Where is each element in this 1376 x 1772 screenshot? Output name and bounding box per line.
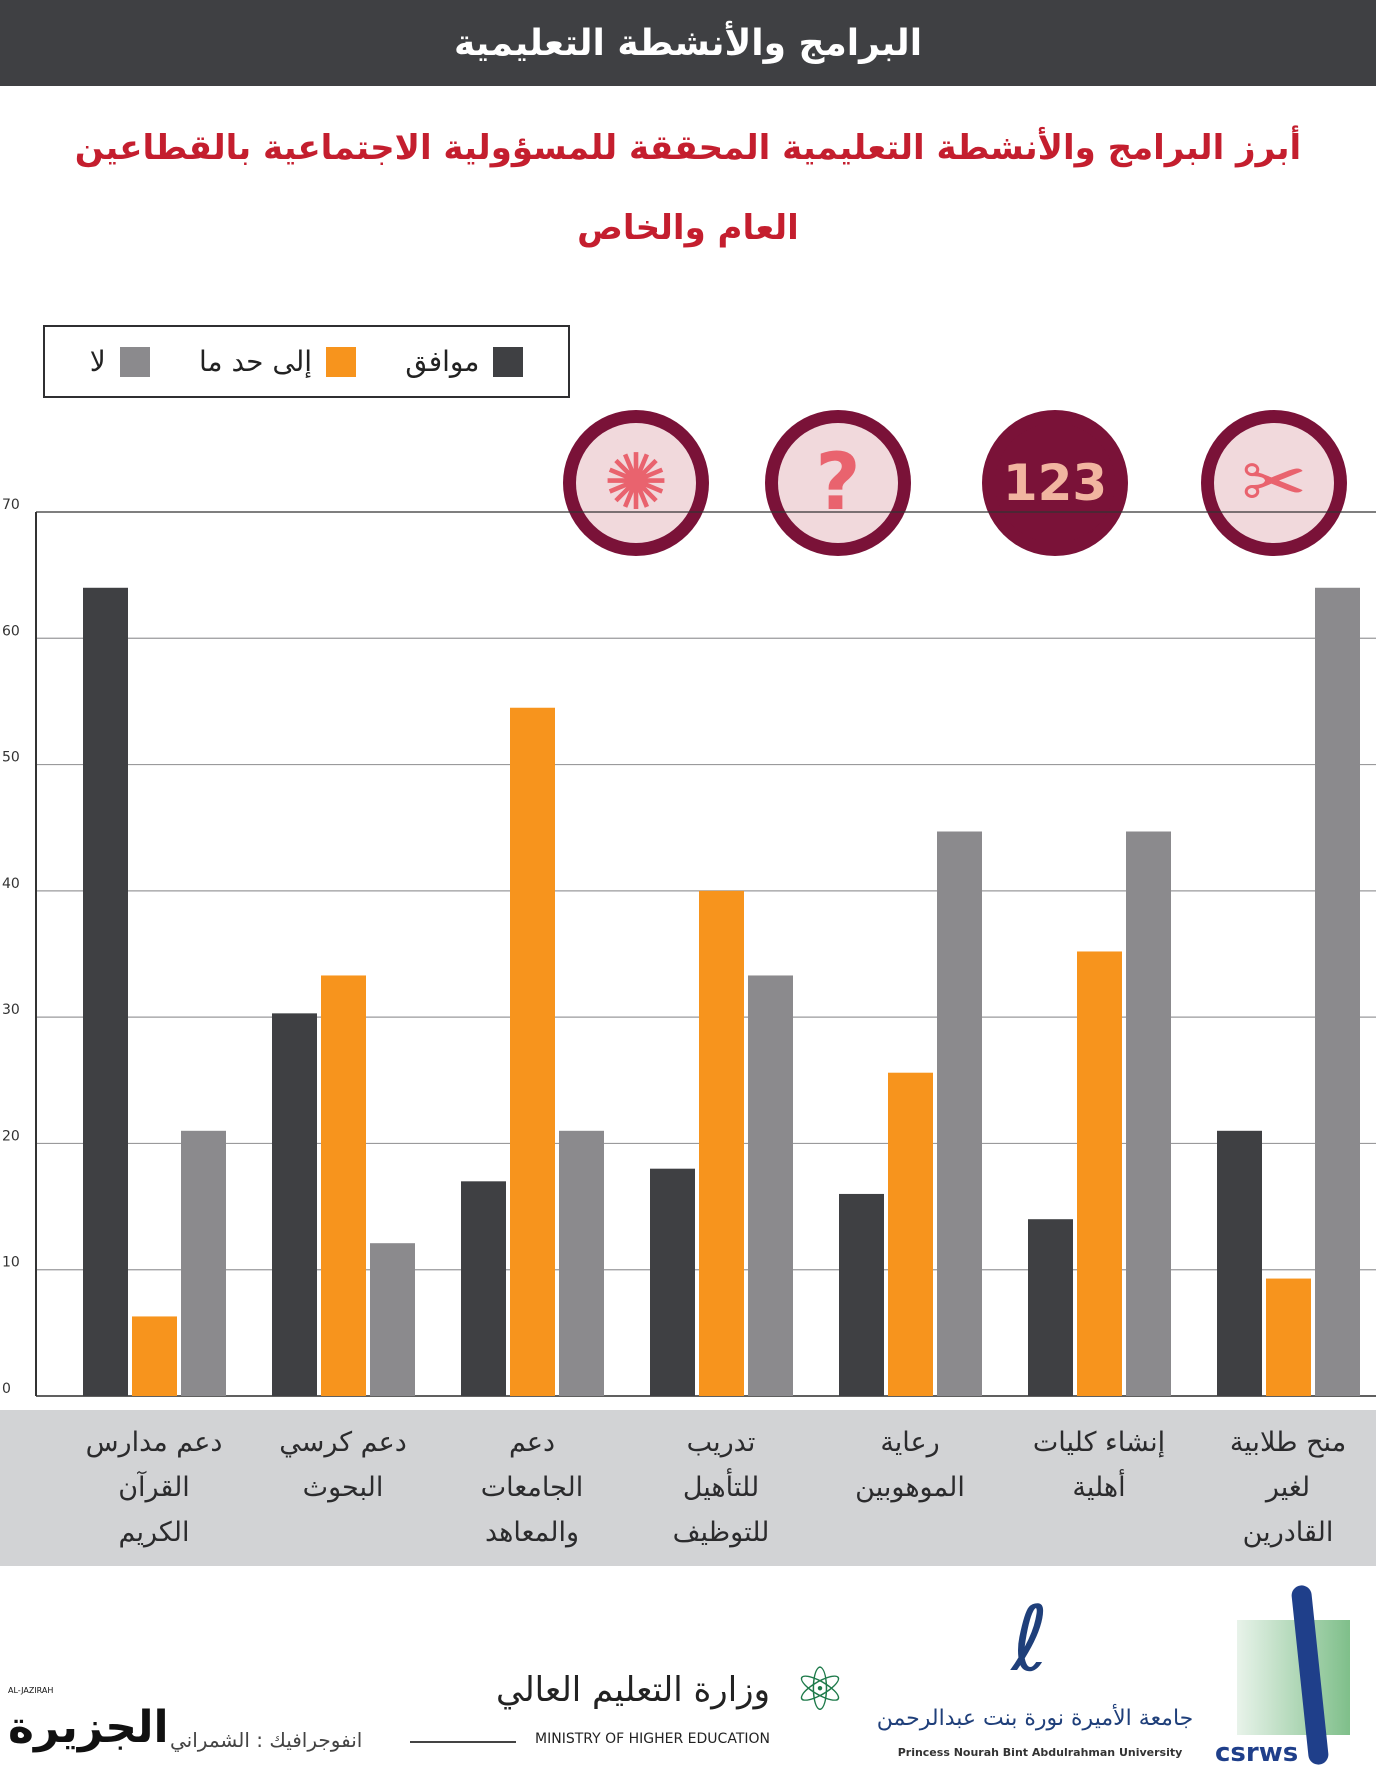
bar <box>132 1316 177 1396</box>
x-tick-label-line: الكريم <box>118 1517 190 1548</box>
csrws-logo-bg <box>1237 1620 1350 1735</box>
scissors-pencil-icon: ✂ <box>1201 410 1347 556</box>
bar <box>1126 831 1171 1396</box>
legend-swatch <box>493 346 524 377</box>
x-tick-label: دعم الجامعات والمعاهد <box>442 1420 622 1555</box>
pnu-emblem-icon: ℓ <box>1011 1587 1049 1692</box>
y-tick-label: 0 <box>2 1381 11 1397</box>
bar <box>83 587 128 1396</box>
x-tick-label: دعم كرسي البحوث <box>253 1420 433 1510</box>
x-tick-label-line: والمعاهد <box>484 1517 580 1548</box>
x-tick-label-line: الجامعات <box>480 1472 584 1503</box>
brain-icon: ✺ <box>563 410 709 556</box>
ministry-logo-en: MINISTRY OF HIGHER EDUCATION <box>535 1731 770 1747</box>
bar <box>181 1130 226 1396</box>
category-band <box>0 1410 1376 1566</box>
bar <box>937 831 982 1396</box>
divider <box>410 1741 516 1743</box>
bar <box>272 1013 317 1396</box>
y-tick-label: 10 <box>2 1255 20 1271</box>
bar <box>370 1243 415 1396</box>
legend-swatch <box>119 346 150 377</box>
x-tick-label-line: القرآن <box>118 1472 190 1503</box>
x-tick-label-line: الموهوبين <box>855 1472 965 1503</box>
x-tick-label-line: دعم <box>508 1427 556 1458</box>
y-tick-label: 50 <box>2 750 20 766</box>
x-tick-label: إنشاء كليات أهلية <box>1009 1420 1189 1510</box>
x-tick-label-line: القادرين <box>1242 1517 1334 1548</box>
bar <box>888 1072 933 1396</box>
bar <box>559 1130 604 1396</box>
x-tick-label-line: البحوث <box>302 1472 384 1503</box>
legend: موافق إلى حد ما لا <box>43 325 570 398</box>
x-tick-label-line: تدريب <box>686 1427 756 1458</box>
header-bar: البرامج والأنشطة التعليمية <box>0 0 1376 86</box>
x-tick-label-line: دعم كرسي <box>279 1427 407 1458</box>
legend-label: موافق <box>405 345 480 378</box>
x-tick-label-line: للتوظيف <box>672 1517 770 1548</box>
bar <box>1217 1130 1262 1396</box>
chart-subtitle-line2: العام والخاص <box>577 208 799 248</box>
x-tick-label-line: منح طلابية <box>1229 1427 1347 1458</box>
x-tick-label: تدريب للتأهيل للتوظيف <box>631 1420 811 1555</box>
y-tick-label: 40 <box>2 876 20 892</box>
legend-item-agree: موافق <box>405 345 524 378</box>
pnu-logo-en: Princess Nourah Bint Abdulrahman Univers… <box>897 1746 1183 1759</box>
y-tick-label: 20 <box>2 1128 20 1144</box>
y-tick-label: 70 <box>2 497 20 513</box>
aljazirah-logo-text: الجزيرة <box>8 1702 169 1753</box>
aljazirah-logo-en: AL-JAZIRAH <box>8 1686 54 1695</box>
legend-label: لا <box>89 345 106 378</box>
bar-chart: 0 10 20 30 40 50 60 70 <box>2 497 1376 1397</box>
x-tick-label-line: لغير <box>1265 1472 1311 1503</box>
bar <box>1077 951 1122 1396</box>
legend-swatch <box>326 346 356 377</box>
x-tick-label-line: رعاية <box>880 1427 940 1458</box>
bar <box>839 1193 884 1396</box>
ministry-logo-ar: وزارة التعليم العالي <box>495 1670 770 1710</box>
pnu-logo-ar: جامعة الأميرة نورة بنت عبدالرحمن <box>876 1706 1194 1731</box>
x-tick-label: منح طلابية لغير القادرين <box>1198 1420 1376 1555</box>
aljazirah-logo: الجزيرة <box>8 1702 169 1754</box>
x-tick-label: دعم مدارس القرآن الكريم <box>64 1420 244 1555</box>
bar <box>650 1168 695 1396</box>
header-title: البرامج والأنشطة التعليمية <box>453 22 923 64</box>
legend-item-no: لا <box>90 345 150 378</box>
bar <box>321 975 366 1396</box>
bar <box>1266 1278 1311 1396</box>
bar <box>1028 1219 1073 1396</box>
bar <box>748 975 793 1396</box>
ministry-emblem-icon: ⚛ <box>793 1655 847 1725</box>
steps-icon: 123 <box>982 410 1128 556</box>
chart-subtitle-line1: أبرز البرامج والأنشطة التعليمية المحققة … <box>74 128 1302 168</box>
x-tick-label-line: دعم مدارس <box>85 1427 223 1458</box>
y-tick-label: 30 <box>2 1002 20 1018</box>
csrws-logo-text: csrws <box>1215 1738 1299 1768</box>
infographic-credit: انفوجرافيك : الشمراني <box>170 1728 363 1752</box>
legend-label: إلى حد ما <box>199 345 312 378</box>
y-tick-label: 60 <box>2 623 20 639</box>
question-mark-icon: ? <box>765 410 911 556</box>
bar <box>1315 587 1360 1396</box>
bar <box>510 707 555 1396</box>
x-tick-label-line: للتأهيل <box>682 1472 760 1503</box>
x-tick-label-line: إنشاء كليات <box>1032 1427 1166 1458</box>
bar <box>699 890 744 1396</box>
bar <box>461 1181 506 1396</box>
legend-item-somewhat: إلى حد ما <box>199 345 356 378</box>
x-tick-label-line: أهلية <box>1072 1472 1126 1503</box>
x-tick-label: رعاية الموهوبين <box>820 1420 1000 1510</box>
